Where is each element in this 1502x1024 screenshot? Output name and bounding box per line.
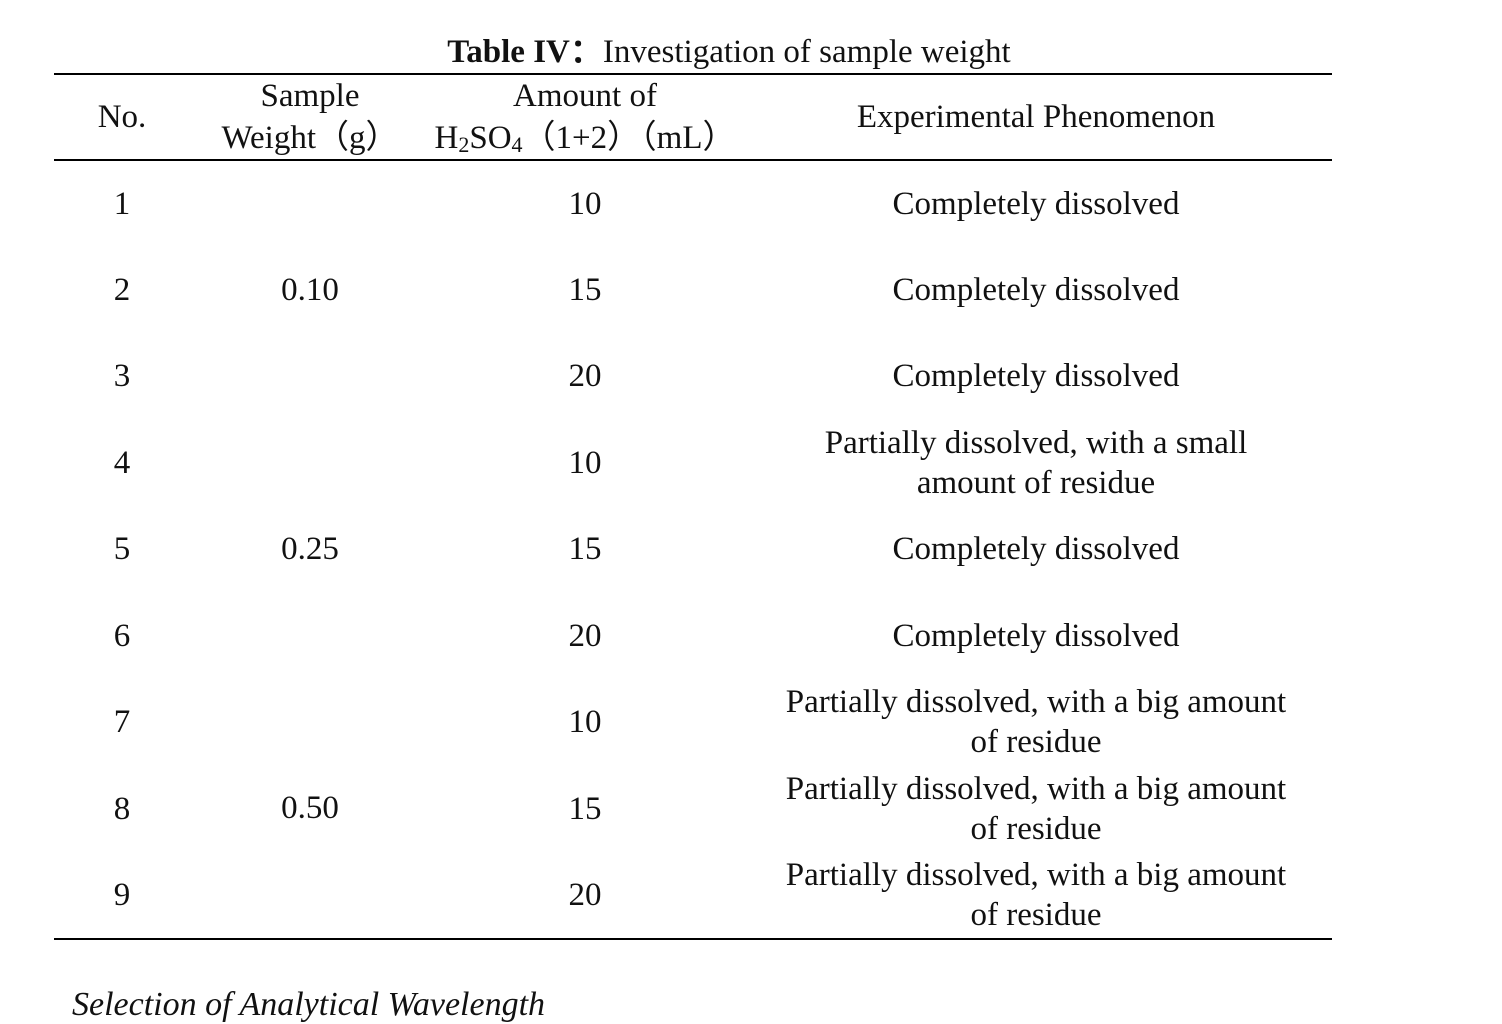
cell-phenomenon: Partially dissolved, with a big amount of… xyxy=(740,852,1332,939)
header-cell: No. xyxy=(54,74,190,160)
table-header: No. Sample Weight（g） Amount of H2SO4（1+2）（… xyxy=(54,74,1332,160)
header-text: Experimental Phenomenon xyxy=(856,99,1216,135)
table-row: 4 0.25 10 Partially dissolved, with a small… xyxy=(54,420,1332,568)
table-row: 5 15 Completely dissolved xyxy=(54,506,1332,593)
cell-text: 3 xyxy=(113,358,131,395)
cell-no: 8 xyxy=(54,766,190,853)
cell-phenomenon: Completely dissolved xyxy=(740,506,1332,593)
cell-weight: 0.10 xyxy=(190,160,430,420)
table-row: 9 20 Partially dissolved, with a big amoun… xyxy=(54,852,1332,939)
cell-text: Partially dissolved, with a small xyxy=(824,424,1248,461)
subscript: 2 xyxy=(458,132,470,157)
cell-amount: 20 xyxy=(430,593,740,680)
header-cell: Sample Weight（g） xyxy=(190,74,430,160)
cell-text: 10 xyxy=(568,704,602,741)
table-row: 7 0.50 10 Partially dissolved, with a big a… xyxy=(54,679,1332,826)
cell-amount: 10 xyxy=(430,679,740,766)
cell-text: 8 xyxy=(113,790,131,827)
cell-text: 4 xyxy=(113,444,131,481)
cell-text: Completely dissolved xyxy=(892,531,1180,568)
cell-amount: 15 xyxy=(430,766,740,853)
table-row: 6 20 Completely dissolved xyxy=(54,593,1332,680)
subscript: 4 xyxy=(511,132,523,157)
cell-text: of residue xyxy=(970,896,1102,933)
cell-no: 4 xyxy=(54,420,190,507)
cell-phenomenon: Completely dissolved xyxy=(740,593,1332,680)
header-text: （1+2）（mL） xyxy=(522,120,736,156)
cell-text: 20 xyxy=(568,876,602,913)
header-text: Weight（g） xyxy=(221,120,399,156)
header-cell: Amount of H2SO4（1+2）（mL） xyxy=(430,74,740,160)
table-row: 2 15 Completely dissolved xyxy=(54,247,1332,334)
header-cell: Experimental Phenomenon xyxy=(740,74,1332,160)
cell-text: 20 xyxy=(568,617,602,654)
cell-text: 15 xyxy=(568,271,602,308)
cell-text: amount of residue xyxy=(916,464,1156,501)
cell-no: 9 xyxy=(54,852,190,939)
title-text: Investigation of sample weight xyxy=(602,34,1011,70)
cell-phenomenon: Partially dissolved, with a big amount of… xyxy=(740,679,1332,766)
cell-text: Completely dissolved xyxy=(892,271,1180,308)
cell-amount: 10 xyxy=(430,420,740,507)
cell-text: Partially dissolved, with a big amount xyxy=(785,770,1287,807)
table-row: 8 15 Partially dissolved, with a big amoun… xyxy=(54,766,1332,853)
cell-text: 1 xyxy=(113,185,131,222)
header-text: Amount of xyxy=(513,78,657,114)
header-text: SO xyxy=(469,120,512,156)
cell-amount: 15 xyxy=(430,506,740,593)
cell-amount: 20 xyxy=(430,852,740,939)
table-body: 1 0.10 10 Completely dissolved 2 15 Completely… xyxy=(54,160,1332,939)
header-row: No. Sample Weight（g） Amount of H2SO4（1+2）（… xyxy=(54,74,1332,160)
cell-text: 20 xyxy=(568,358,602,395)
cell-no: 3 xyxy=(54,333,190,420)
cell-amount: 10 xyxy=(430,160,740,247)
cell-phenomenon: Completely dissolved xyxy=(740,333,1332,420)
cell-no: 7 xyxy=(54,679,190,766)
section-heading: Selection of Analytical Wavelength xyxy=(72,986,546,1023)
cell-no: 5 xyxy=(54,506,190,593)
cell-weight: 0.25 xyxy=(190,420,430,680)
cell-text: 2 xyxy=(113,271,131,308)
table-row: 1 0.10 10 Completely dissolved xyxy=(54,160,1332,309)
cell-text: Completely dissolved xyxy=(892,358,1180,395)
page: {"title": {"label": "Table IV：", "text":… xyxy=(0,30,1458,1023)
cell-no: 2 xyxy=(54,247,190,334)
cell-phenomenon: Partially dissolved, with a small amount … xyxy=(740,420,1332,507)
cell-text: 0.10 xyxy=(281,272,339,309)
cell-phenomenon: Completely dissolved xyxy=(740,160,1332,247)
cell-text: 9 xyxy=(113,876,131,913)
cell-text: 10 xyxy=(568,444,602,481)
cell-text: 7 xyxy=(113,704,131,741)
cell-weight: 0.50 xyxy=(190,679,430,939)
header-text: No. xyxy=(97,99,147,135)
header-text: H xyxy=(434,120,459,156)
cell-no: 6 xyxy=(54,593,190,680)
table-title: Table IV：Investigation of sample weight xyxy=(0,30,1458,74)
cell-phenomenon: Completely dissolved xyxy=(740,247,1332,334)
cell-text: 10 xyxy=(568,185,602,222)
title-label: Table IV： xyxy=(447,34,603,70)
cell-text: Partially dissolved, with a big amount xyxy=(785,684,1287,721)
cell-text: of residue xyxy=(970,724,1102,761)
cell-text: 15 xyxy=(568,531,602,568)
header-text: Sample xyxy=(260,78,360,114)
cell-text: 0.50 xyxy=(281,790,339,827)
cell-amount: 15 xyxy=(430,247,740,334)
table-row: 3 20 Completely dissolved xyxy=(54,333,1332,420)
data-table: No. Sample Weight（g） Amount of H2SO4（1+2）（… xyxy=(54,73,1332,940)
cell-text: 15 xyxy=(568,790,602,827)
cell-text: 6 xyxy=(113,617,131,654)
cell-text: of residue xyxy=(970,810,1102,847)
cell-text: Completely dissolved xyxy=(892,617,1180,654)
cell-text: Partially dissolved, with a big amount xyxy=(785,856,1287,893)
cell-text: 5 xyxy=(113,531,131,568)
cell-phenomenon: Partially dissolved, with a big amount of… xyxy=(740,766,1332,853)
cell-no: 1 xyxy=(54,160,190,247)
cell-amount: 20 xyxy=(430,333,740,420)
cell-text: Completely dissolved xyxy=(892,185,1180,222)
cell-text: 0.25 xyxy=(281,531,339,568)
